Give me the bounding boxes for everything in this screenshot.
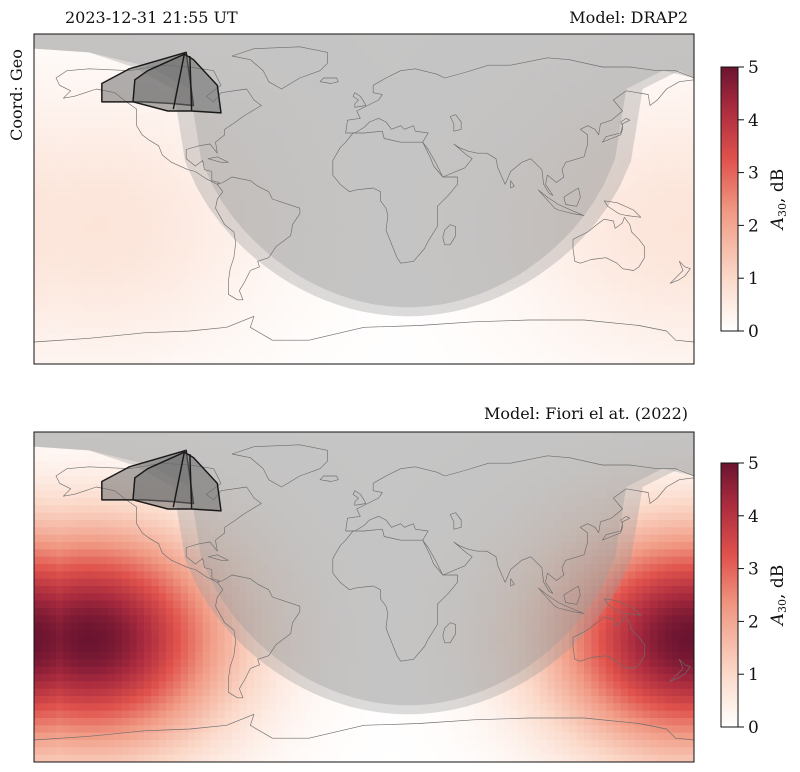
coastline-greenland — [231, 444, 328, 488]
colorbar-tick-label: 3 — [748, 164, 759, 184]
colorbar-gradient — [720, 66, 739, 332]
coastline-eurasia — [345, 57, 694, 196]
coastline-indonesia — [537, 587, 585, 614]
coastline-cuba — [207, 554, 229, 561]
colorbar-tick-label: 5 — [748, 454, 759, 474]
coastline-borneo — [563, 187, 581, 207]
radar-fov-overlays — [101, 51, 222, 114]
colorbar-label: A30, dB — [768, 565, 789, 627]
coastlines — [34, 46, 694, 343]
colorbar: 0 1 2 3 4 5 A30, dB — [720, 454, 789, 738]
coastline-sri-lanka — [510, 578, 515, 587]
coastline-antarctica — [34, 316, 694, 343]
coastline-cuba — [207, 156, 229, 163]
coastline-japan — [602, 516, 631, 541]
colorbar-tick-label: 2 — [748, 216, 759, 236]
radar-beam-edge — [172, 54, 186, 110]
coastline-greenland — [231, 46, 328, 90]
radar-fov-overlays — [101, 449, 222, 512]
panel-fiori: Model: Fiori el at. (2022) 0 1 2 3 4 5 A30, d… — [33, 404, 789, 763]
coastline-indonesia — [537, 189, 585, 216]
radar-fov-1 — [132, 451, 222, 512]
panel-model-label: Model: DRAP2 — [569, 8, 688, 27]
colorbar-tick-label: 1 — [748, 269, 759, 289]
coastline-africa — [332, 528, 458, 662]
coastline-gb — [352, 92, 367, 108]
coastline-caspian — [449, 114, 462, 132]
colorbar-tick-label: 3 — [748, 560, 759, 580]
colorbar-label: A30, dB — [768, 169, 789, 231]
colorbar-gradient — [720, 462, 739, 728]
radar-beam-edge — [172, 452, 186, 508]
colorbar-tick-label: 0 — [748, 322, 759, 342]
coastline-madagascar — [442, 224, 456, 246]
coastline-iceland — [319, 475, 339, 482]
coastline-eurasia — [345, 455, 694, 594]
coastline-new-zealand — [669, 659, 691, 682]
coastline-sri-lanka — [510, 180, 515, 189]
coastline-south-america — [215, 176, 301, 301]
coastline-new-guinea — [603, 598, 642, 616]
colorbar-tick-label: 4 — [748, 507, 759, 527]
panel-model-label: Model: Fiori el at. (2022) — [484, 404, 688, 423]
colorbar-tick-label: 4 — [748, 111, 759, 131]
coastline-africa — [332, 130, 458, 264]
colorbar-tick-label: 2 — [748, 612, 759, 632]
coastline-new-zealand — [669, 261, 691, 284]
radar-beam-edge — [189, 453, 193, 510]
map-frame — [33, 431, 695, 763]
coastline-australia — [572, 217, 645, 271]
coastline-iceland — [319, 77, 339, 84]
radar-beam-edge — [189, 55, 193, 112]
coastline-madagascar — [442, 622, 456, 644]
colorbar-tick-label: 5 — [748, 58, 759, 78]
colorbar-tick-label: 0 — [748, 718, 759, 738]
coastline-gb — [352, 490, 367, 506]
absorption-heatmap — [34, 34, 694, 364]
coord-label: Coord: Geo — [7, 49, 26, 141]
panel-drap2: 2023-12-31 21:55 UT Model: DRAP2 Coord: … — [7, 8, 789, 365]
coastline-caspian — [449, 512, 462, 530]
map-drap2 — [34, 34, 694, 364]
map-frame — [33, 33, 695, 365]
coastline-australia — [572, 615, 645, 669]
panel-time-label: 2023-12-31 21:55 UT — [65, 8, 238, 27]
radar-fov-1 — [132, 53, 222, 114]
coastline-borneo — [563, 585, 581, 605]
map-fiori — [34, 432, 694, 762]
coastline-antarctica — [34, 714, 694, 741]
coastline-new-guinea — [603, 200, 642, 218]
coastline-japan — [602, 118, 631, 143]
colorbar-tick-label: 1 — [748, 665, 759, 685]
coastline-south-america — [215, 574, 301, 699]
colorbar: 0 1 2 3 4 5 A30, dB — [720, 58, 789, 342]
